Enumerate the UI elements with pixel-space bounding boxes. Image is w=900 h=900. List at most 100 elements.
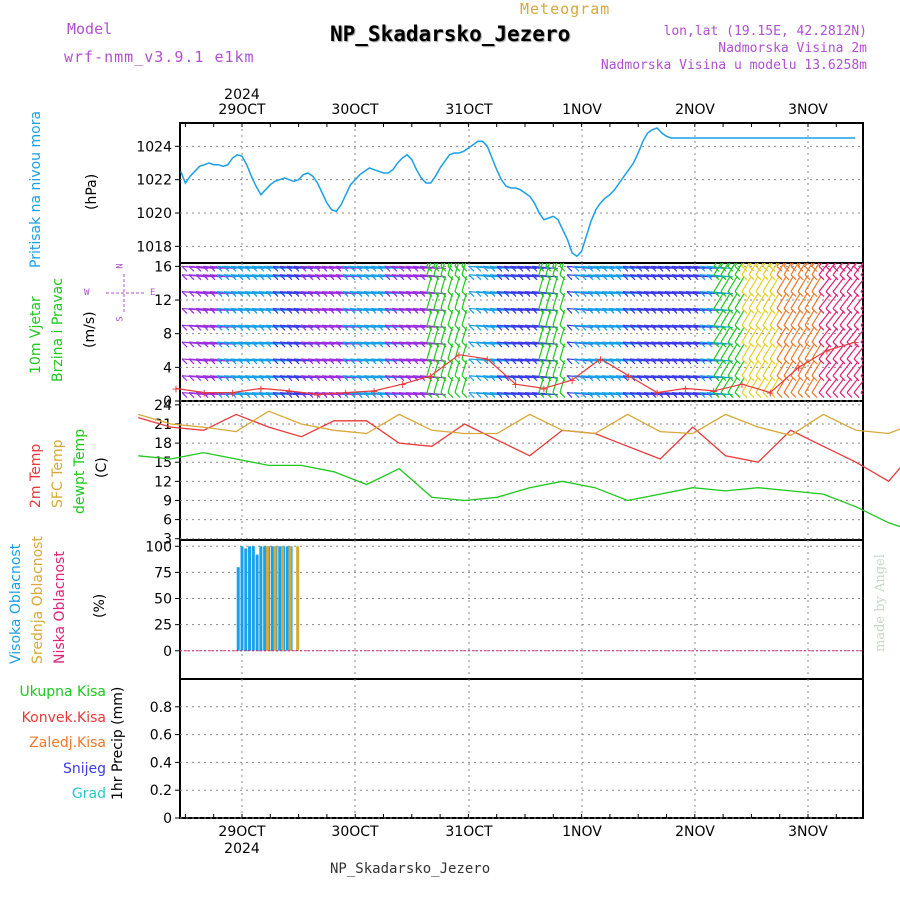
wind-barb <box>797 310 808 326</box>
wind-barb-tick <box>433 392 440 399</box>
wind-barb <box>356 265 383 270</box>
wind-barb-tick <box>797 291 804 298</box>
wind-barb <box>510 265 537 270</box>
wind-barb-tick <box>293 341 300 348</box>
wind-barb-tick <box>307 308 314 314</box>
wind-barb <box>860 288 863 292</box>
wind-barb-tick <box>468 358 475 365</box>
high-cloud-bar <box>240 546 244 651</box>
wind-barb-tick <box>510 265 517 272</box>
wind-barb <box>503 375 530 379</box>
wind-barb-tick <box>769 375 776 382</box>
wind-barb-tick <box>727 291 734 298</box>
wind-barb-tick <box>706 358 713 365</box>
wind-barb <box>846 344 859 360</box>
wind-barb-tick <box>741 274 748 281</box>
wind-barb-tick <box>531 358 538 365</box>
wind-barb-tick <box>391 274 398 281</box>
wind-barb-tick <box>188 274 195 281</box>
wind-barb-tick <box>671 392 678 399</box>
wind-barb <box>671 307 698 312</box>
wind-barb <box>363 391 390 396</box>
wind-barb <box>209 341 236 345</box>
wind-barb-tick <box>524 274 531 281</box>
wind-barb-tick <box>342 265 349 272</box>
wind-barb <box>335 291 362 295</box>
wind-barb <box>769 343 780 360</box>
wind-barb-tick <box>440 308 447 314</box>
wind-barb <box>475 391 502 396</box>
temp-label-2m: 2m Temp <box>28 443 44 508</box>
wind-barb <box>629 265 656 270</box>
wind-barb <box>657 265 684 270</box>
wind-speed-marker: + <box>568 374 577 387</box>
wind-barb-tick <box>671 291 678 298</box>
wind-barb <box>279 265 306 270</box>
high-cloud-bar <box>259 546 263 651</box>
wind-barb-tick <box>734 324 741 331</box>
wind-barb <box>342 375 369 379</box>
wind-barb <box>811 343 822 360</box>
wind-barb-tick <box>762 324 769 331</box>
wind-barb-tick <box>783 308 790 314</box>
wind-barb-tick <box>230 358 237 365</box>
wind-barb-tick <box>811 265 818 272</box>
wind-barb-tick <box>664 392 671 399</box>
wind-barb-tick <box>573 375 580 382</box>
wind-barb-tick <box>202 358 209 365</box>
wind-barb <box>482 391 509 396</box>
wind-barb <box>594 265 621 270</box>
wind-barb <box>650 265 677 270</box>
wind-barb-tick <box>685 324 692 331</box>
wind-barb <box>181 265 208 270</box>
wind-barb <box>853 363 863 377</box>
wind-barb <box>195 274 222 278</box>
high-cloud-bar <box>278 546 282 651</box>
credit-watermark: made by Angel <box>873 554 888 652</box>
wind-barb-tick <box>202 291 209 298</box>
wind-barb-tick <box>790 392 797 399</box>
wind-barb <box>377 324 404 329</box>
wind-barb-tick <box>356 274 363 281</box>
wind-barb <box>818 344 831 360</box>
wind-barb <box>538 309 545 326</box>
wind-barb <box>468 265 495 270</box>
wind-barb-tick <box>545 274 552 281</box>
wind-barb-tick <box>496 392 503 399</box>
wind-barb-tick <box>790 291 797 298</box>
wind-barb-tick <box>531 341 538 348</box>
wind-barb-tick <box>636 291 643 298</box>
wind-barb-tick <box>580 358 587 365</box>
wind-barb <box>496 274 523 278</box>
station-coordinates: lon,lat (19.15E, 42.2812N) <box>663 24 868 39</box>
wind-barb-tick <box>272 308 279 314</box>
wind-barb <box>181 307 208 312</box>
wind-barb-tick <box>839 274 846 281</box>
wind-barb <box>251 265 278 270</box>
wind-barb <box>790 327 801 343</box>
wind-barb-tick <box>636 341 643 348</box>
wind-barb <box>860 338 863 343</box>
wind-barb-tick <box>300 392 307 399</box>
wind-barb-tick <box>216 358 223 365</box>
wind-barb-tick <box>209 265 216 272</box>
precip-tick-label: 0.6 <box>150 728 172 744</box>
wind-barb <box>468 375 495 379</box>
wind-barb <box>300 375 327 379</box>
wind-barb-tick <box>748 291 755 298</box>
wind-barb <box>468 307 495 312</box>
wind-barb-tick <box>244 308 251 314</box>
wind-barb <box>293 391 320 396</box>
wind-barb-tick <box>671 265 678 272</box>
wind-barb <box>433 377 440 393</box>
wind-barb <box>594 274 621 278</box>
wind-barb <box>853 312 863 326</box>
wind-barb-tick <box>412 375 419 382</box>
wind-barb <box>678 391 705 396</box>
wind-barb-tick <box>552 265 559 272</box>
wind-barb <box>594 375 621 379</box>
wind-barb-tick <box>356 375 363 382</box>
wind-barb <box>356 307 383 312</box>
wind-barb-tick <box>797 341 804 348</box>
wind-barb-tick <box>426 341 433 348</box>
